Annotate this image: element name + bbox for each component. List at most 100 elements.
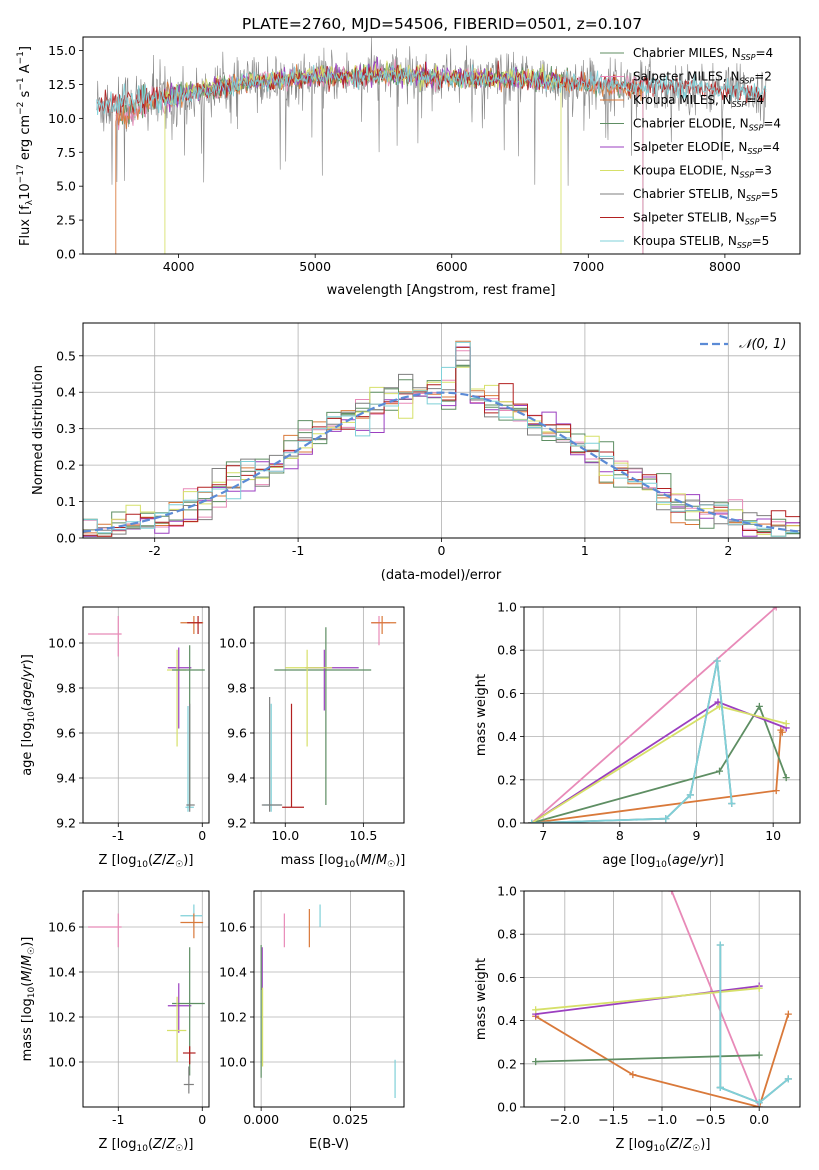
legend-label-1: Salpeter MILES, NSSP=2 [633, 70, 772, 86]
x-tick-label-1: 10.5 [349, 828, 377, 843]
legend-label-0: Chabrier MILES, NSSP=4 [633, 46, 773, 62]
residuals-y-label: Normed distribution [31, 365, 46, 495]
weight-vs-age-x-label: age [log10(age/yr)] [602, 853, 724, 870]
y-tick-label-5: 1.0 [497, 884, 517, 899]
mass-vs-ebv-plot-area [260, 904, 396, 1098]
y-tick-label-3: 10.6 [48, 920, 76, 935]
age-vs-Z-x-label: Z [log10(Z/Z☉)] [99, 853, 194, 870]
y-tick-label-3: 0.6 [497, 686, 517, 701]
y-tick-label-0: 10.0 [219, 1055, 247, 1070]
y-tick-label-6: 15.0 [48, 43, 76, 58]
weight-marker-4-0 [532, 1006, 540, 1014]
x-tick-label-3: 10 [765, 828, 781, 843]
age-vs-mass-frame [253, 606, 405, 824]
weight-marker-0-1 [772, 607, 780, 611]
weight-series-2 [535, 1054, 760, 1063]
y-tick-label-4: 0.8 [497, 927, 517, 942]
legend-label-3: Chabrier ELODIE, NSSP=4 [633, 117, 781, 133]
y-tick-label-0: 9.2 [56, 816, 76, 831]
x-tick-label-3: 1 [581, 543, 589, 558]
gaussian-curve [83, 391, 800, 533]
weight-series-0 [670, 891, 761, 1107]
mass-vs-Z-x-label: Z [log10(Z/Z☉)] [99, 1137, 194, 1154]
y-tick-label-2: 0.4 [497, 1013, 517, 1028]
y-tick-label-3: 9.8 [56, 681, 76, 696]
x-tick-label-0: -1 [112, 1112, 124, 1127]
y-tick-label-3: 9.8 [227, 681, 247, 696]
x-tick-label-1: −1.5 [598, 1112, 628, 1127]
y-tick-label-1: 9.4 [227, 771, 247, 786]
age-vs-Z-y-label: age [log10(age/yr)] [20, 654, 37, 776]
weight-vs-Z-y-label: mass weight [474, 958, 489, 1040]
weight-marker-6-2 [686, 791, 694, 799]
age-vs-metallicity-panel: -1 0 9.2 9.4 9.6 9.8 10.0 Z [log10(Z/Z☉)] age [l… [20, 606, 210, 870]
weight-marker-4-1 [755, 984, 763, 992]
weight-marker-6-3 [713, 657, 721, 665]
y-tick-label-4: 10.0 [48, 111, 76, 126]
weight-marker-1-3 [778, 728, 786, 736]
y-tick-label-2: 0.2 [56, 458, 76, 473]
weight-marker-2-1 [755, 1051, 763, 1059]
y-tick-label-0: 10.0 [48, 1055, 76, 1070]
x-tick-label-1: 0 [198, 828, 206, 843]
weight-marker-1-1 [772, 787, 780, 795]
legend-label-5: Kroupa ELODIE, NSSP=3 [633, 164, 772, 180]
spectrum-frame [82, 36, 801, 255]
age-vs-mass-plot-area [261, 616, 397, 812]
x-tick-label-1: 0 [198, 1112, 206, 1127]
spectrum-plot-area [96, 37, 767, 254]
y-tick-label-5: 12.5 [48, 77, 76, 92]
legend-label-7: Salpeter STELIB, NSSP=5 [633, 211, 777, 227]
x-tick-label-4: 2 [724, 543, 732, 558]
y-tick-label-3: 0.6 [497, 970, 517, 985]
weight-vs-Z-x-label: Z [log10(Z/Z☉)] [616, 1137, 711, 1154]
x-tick-label-3: 7000 [572, 259, 604, 274]
residuals-x-label: (data-model)/error [381, 568, 502, 583]
y-tick-label-0: 0.0 [497, 1100, 517, 1115]
y-tick-label-2: 10.4 [219, 965, 247, 980]
mass-vs-Z-plot-area [88, 904, 205, 1094]
weight-series-4 [535, 987, 760, 1011]
y-tick-label-3: 10.6 [219, 920, 247, 935]
y-tick-label-4: 0.8 [497, 643, 517, 658]
x-tick-label-1: 5000 [299, 259, 331, 274]
weight-vs-age-frame [523, 606, 801, 824]
residuals-panel: -2 -1 0 1 2 0.0 0.1 0.2 0.3 0.4 0.5 (data-model)/er… [31, 322, 801, 583]
weight-marker-2-2 [755, 702, 763, 710]
spectrum-y-label: Flux [fλ10−17 erg cm−2 s−1 A−1] [16, 46, 35, 246]
gaussian-legend-label: 𝒩(0, 1) [739, 337, 786, 352]
y-tick-label-0: 0.0 [56, 531, 76, 546]
legend-label-6: Chabrier STELIB, NSSP=5 [633, 187, 778, 203]
mass-vs-Z-y-label: mass [log10(M/M☉)] [20, 937, 37, 1062]
x-tick-label-1: -1 [292, 543, 304, 558]
x-tick-label-2: −1.0 [647, 1112, 677, 1127]
legend-label-4: Salpeter ELODIE, NSSP=4 [633, 140, 780, 156]
weight-marker-1-1 [629, 1071, 637, 1079]
weight-series-0 [531, 607, 777, 823]
y-tick-label-4: 10.0 [48, 636, 76, 651]
x-tick-label-0: -2 [148, 543, 160, 558]
x-tick-label-4: 0.0 [749, 1112, 769, 1127]
y-tick-label-0: 0.0 [497, 816, 517, 831]
age-vs-mass-x-label: mass [log10(M/M☉)] [281, 853, 406, 870]
x-tick-label-3: −0.5 [695, 1112, 725, 1127]
spectrum-series-8 [96, 64, 767, 116]
weight-vs-Z-plot-area [532, 891, 792, 1107]
weight-marker-6-0 [528, 819, 536, 823]
figure-title: PLATE=2760, MJD=54506, FIBERID=0501, z=0… [242, 15, 642, 33]
age-vs-Z-frame [82, 606, 210, 824]
mass-vs-metallicity-panel: -1 0 10.0 10.2 10.4 10.6 Z [log10(Z/Z☉)] mass [… [20, 890, 210, 1154]
weight-vs-age-y-label: mass weight [474, 674, 489, 756]
weight-vs-age-plot-area [528, 607, 790, 823]
x-tick-label-0: 7 [539, 828, 547, 843]
y-tick-label-2: 10.4 [48, 965, 76, 980]
y-tick-label-2: 9.6 [227, 726, 247, 741]
weight-marker-3-1 [714, 698, 722, 706]
y-tick-label-1: 0.1 [56, 494, 76, 509]
y-tick-label-0: 0.0 [56, 247, 76, 262]
y-tick-label-2: 0.4 [497, 729, 517, 744]
y-tick-label-5: 0.5 [56, 348, 76, 363]
y-tick-label-4: 0.4 [56, 385, 76, 400]
weight-marker-2-3 [782, 774, 790, 782]
